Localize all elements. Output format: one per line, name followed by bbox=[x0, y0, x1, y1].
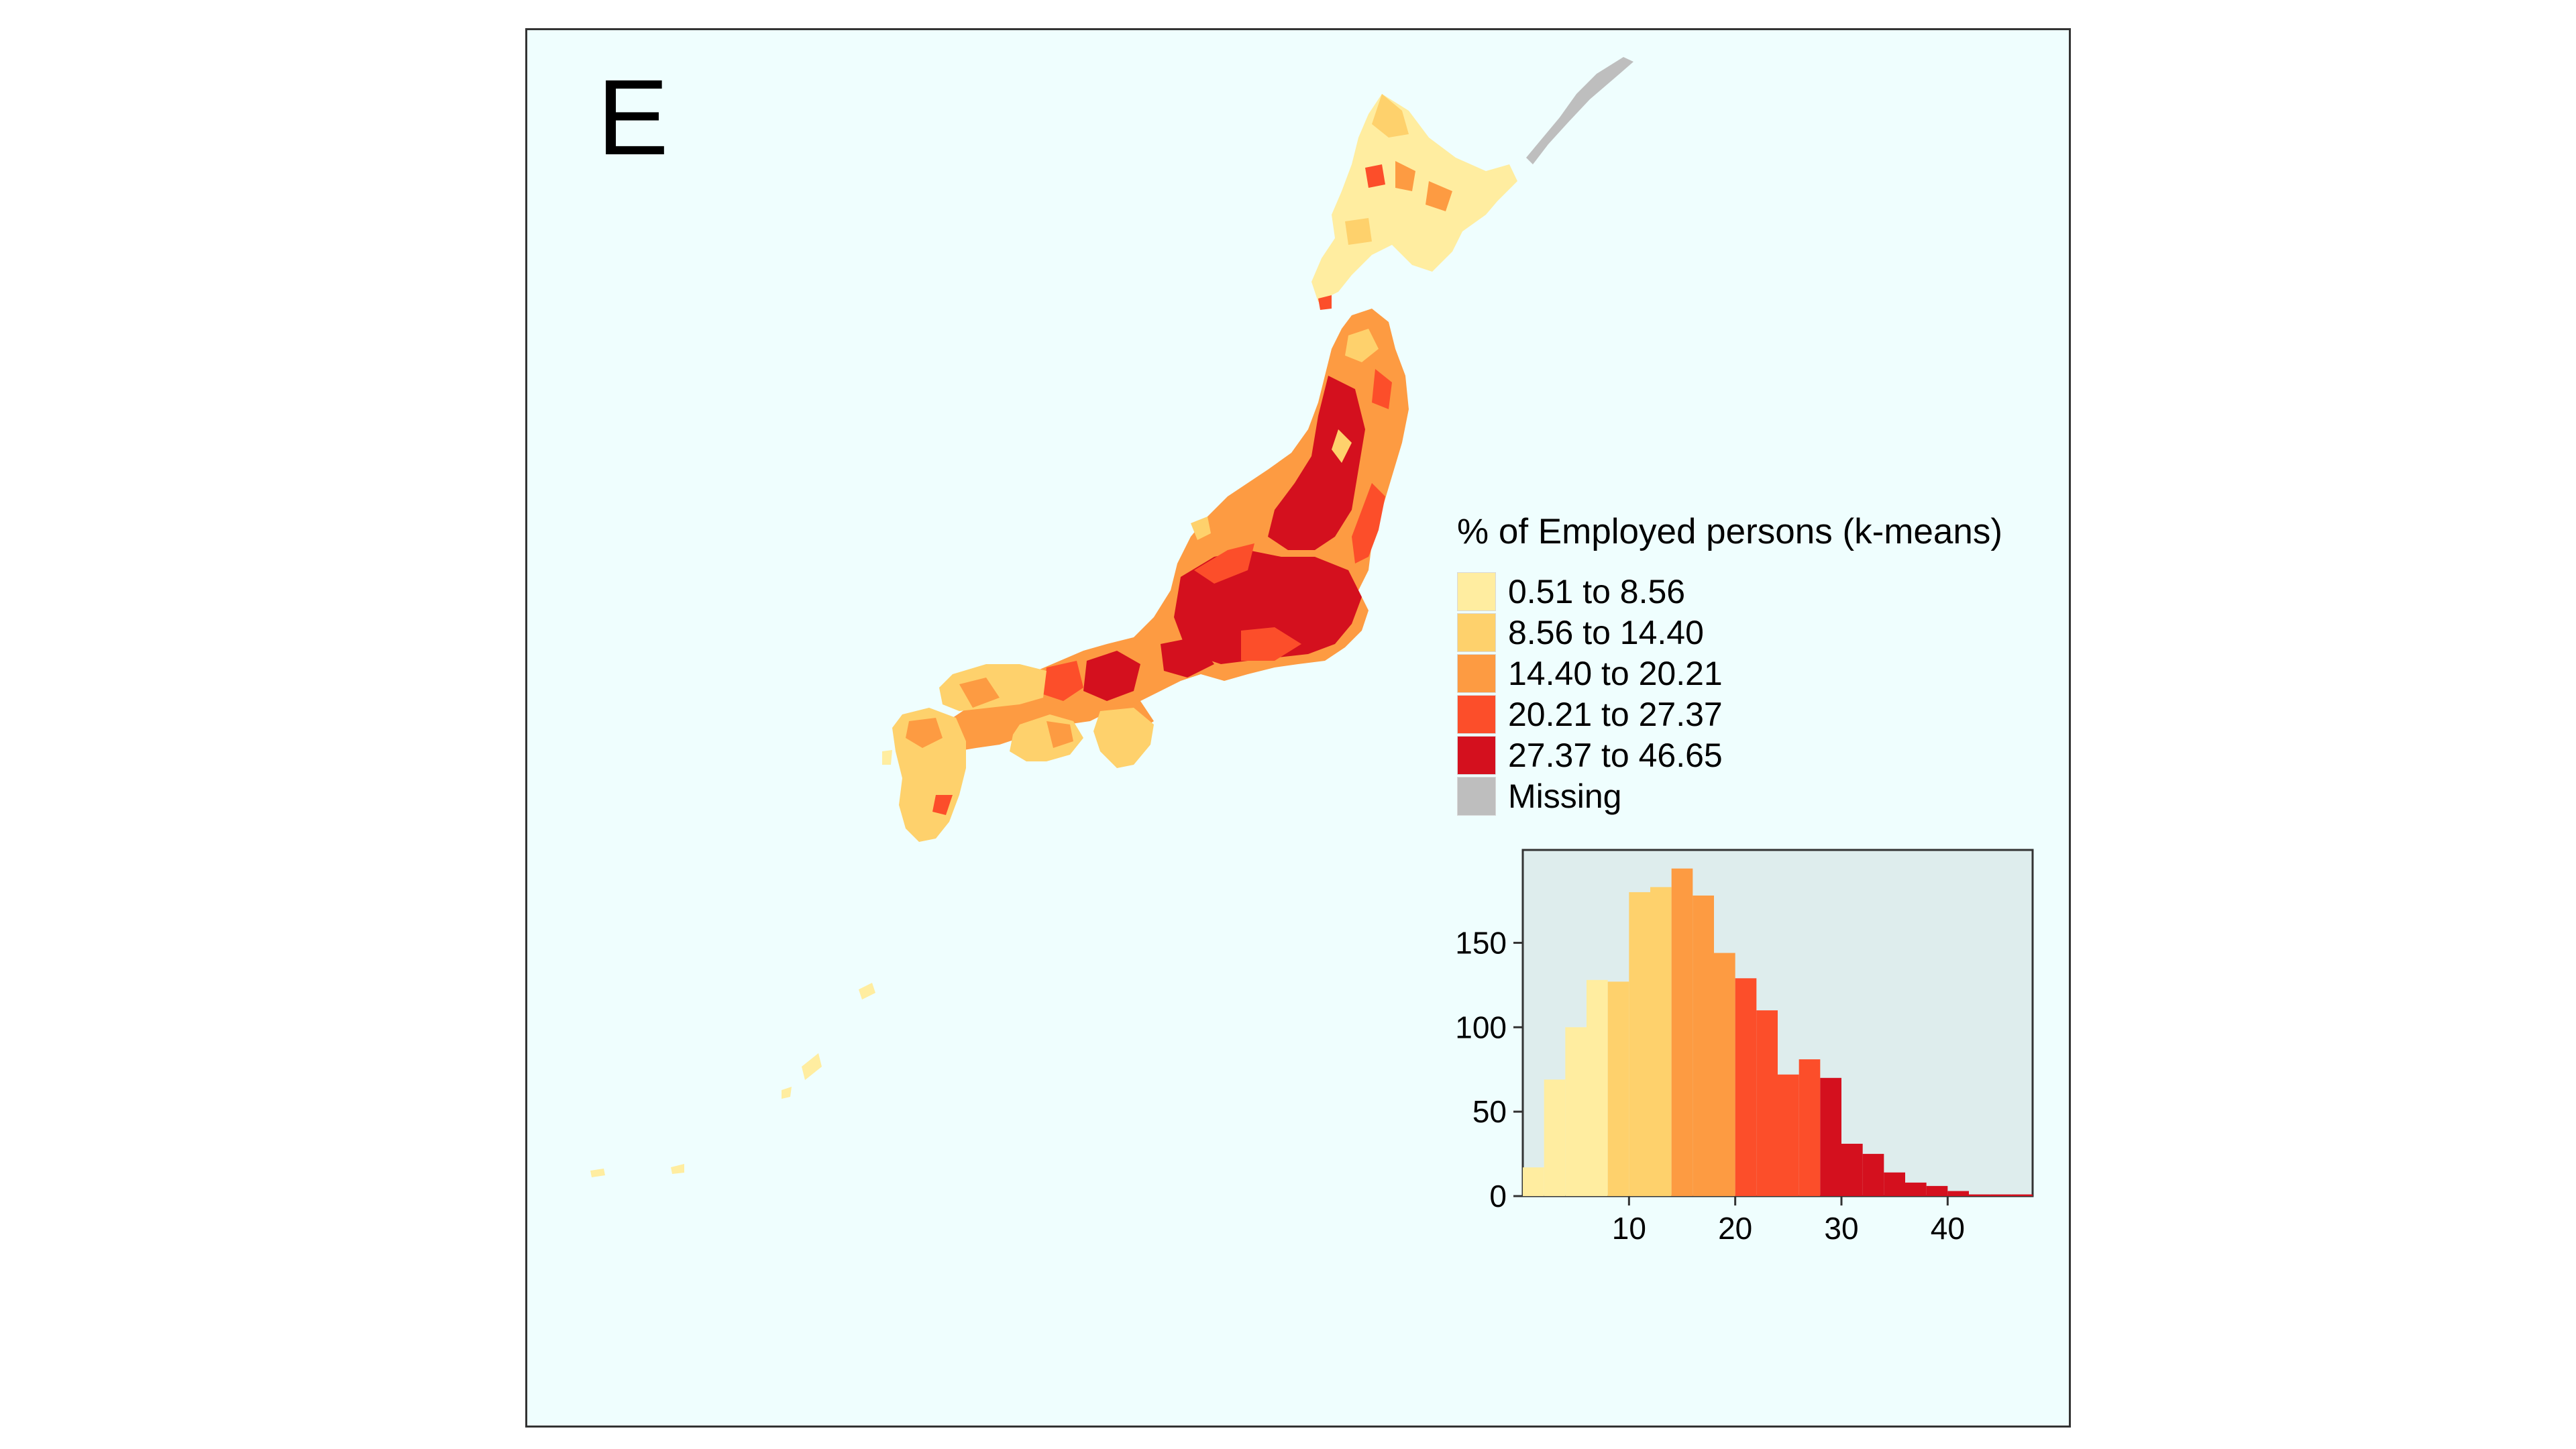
legend-label-class-3: 14.40 to 20.21 bbox=[1508, 655, 1723, 692]
hokkaido-region bbox=[1311, 94, 1517, 302]
y-tick-label: 0 bbox=[1489, 1179, 1507, 1214]
legend-swatch-class-3 bbox=[1457, 654, 1496, 693]
legend-swatch-class-2 bbox=[1457, 613, 1496, 652]
y-tick-label: 100 bbox=[1455, 1010, 1507, 1044]
histogram-bar bbox=[1544, 1079, 1566, 1196]
legend-item-class-3: 14.40 to 20.21 bbox=[1457, 653, 1723, 694]
legend-item-class-5: 27.37 to 46.65 bbox=[1457, 735, 1723, 775]
y-tick-label: 150 bbox=[1455, 925, 1507, 960]
histogram-bar bbox=[1884, 1172, 1905, 1196]
x-tick-label: 30 bbox=[1824, 1211, 1858, 1246]
histogram-bar bbox=[1565, 1027, 1587, 1196]
legend-label-class-2: 8.56 to 14.40 bbox=[1508, 614, 1704, 651]
histogram-bar bbox=[1693, 895, 1714, 1196]
legend-item-missing: Missing bbox=[1457, 776, 1621, 816]
legend-label-class-1: 0.51 to 8.56 bbox=[1508, 573, 1686, 610]
histogram-bar bbox=[1969, 1194, 1990, 1196]
legend-title: % of Employed persons (k-means) bbox=[1457, 512, 2002, 551]
histogram-bar bbox=[1799, 1059, 1821, 1196]
histogram-bar bbox=[1947, 1191, 1969, 1196]
histogram-bar bbox=[1820, 1077, 1841, 1196]
histogram-bar bbox=[1735, 978, 1757, 1196]
histogram-bar bbox=[1629, 892, 1650, 1196]
histogram-bar bbox=[2011, 1194, 2033, 1196]
legend-swatch-class-1 bbox=[1457, 572, 1496, 611]
histogram-bars bbox=[1523, 868, 2033, 1196]
histogram-bar bbox=[1862, 1154, 1884, 1196]
histogram-bar bbox=[1841, 1143, 1863, 1196]
legend-label-class-5: 27.37 to 46.65 bbox=[1508, 737, 1723, 774]
legend-swatch-class-4 bbox=[1457, 695, 1496, 734]
legend-label-missing: Missing bbox=[1508, 777, 1622, 815]
x-tick-label: 20 bbox=[1718, 1211, 1752, 1246]
histogram-bar bbox=[1756, 1010, 1778, 1196]
histogram-bar bbox=[1778, 1074, 1799, 1196]
histogram-bar bbox=[1671, 868, 1693, 1196]
histogram-bar bbox=[1607, 981, 1629, 1196]
histogram-bar bbox=[1714, 953, 1735, 1196]
histogram-x-axis: 10 20 30 40 bbox=[1612, 1196, 1965, 1246]
legend-label-class-4: 20.21 to 27.37 bbox=[1508, 696, 1723, 733]
kuril-islands-missing bbox=[1526, 57, 1633, 164]
histogram-bar bbox=[1587, 979, 1608, 1196]
x-tick-label: 10 bbox=[1612, 1211, 1646, 1246]
panel-label: E bbox=[597, 57, 669, 177]
histogram-bar bbox=[1905, 1182, 1927, 1196]
histogram-y-axis: 0 50 100 150 bbox=[1455, 925, 1523, 1214]
histogram-bar bbox=[1926, 1185, 1948, 1196]
y-tick-label: 50 bbox=[1472, 1094, 1507, 1129]
legend-item-class-1: 0.51 to 8.56 bbox=[1457, 572, 1685, 612]
histogram-bar bbox=[1650, 887, 1672, 1196]
legend-swatch-missing bbox=[1457, 777, 1496, 816]
x-tick-label: 40 bbox=[1931, 1211, 1965, 1246]
legend-item-class-2: 8.56 to 14.40 bbox=[1457, 612, 1704, 653]
histogram-bar bbox=[1523, 1167, 1544, 1196]
legend-item-class-4: 20.21 to 27.37 bbox=[1457, 694, 1723, 735]
histogram-bar bbox=[1990, 1194, 2012, 1196]
legend-swatch-class-5 bbox=[1457, 736, 1496, 775]
